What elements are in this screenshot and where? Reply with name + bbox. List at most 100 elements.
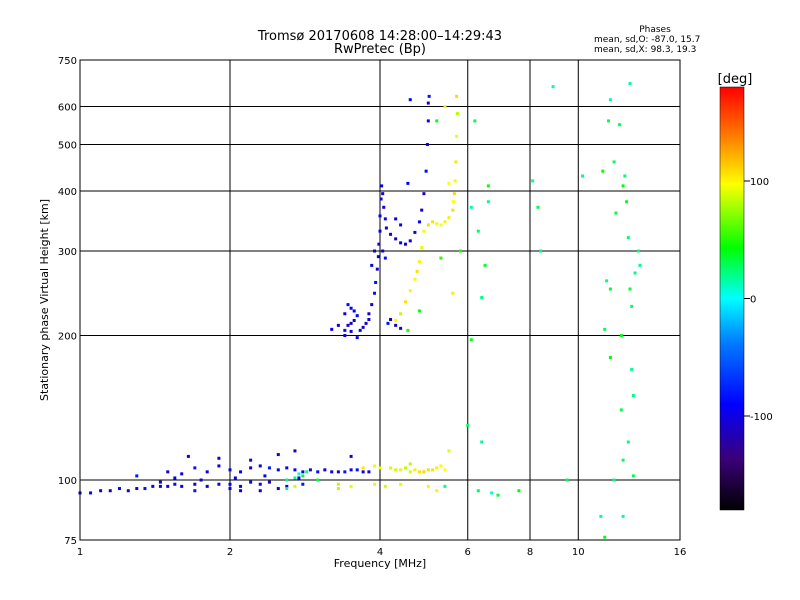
data-point	[480, 296, 484, 300]
data-point	[399, 482, 403, 486]
data-point	[364, 321, 368, 325]
data-point	[370, 303, 374, 307]
data-point	[439, 464, 443, 468]
data-point	[382, 205, 386, 209]
data-point	[439, 256, 443, 260]
data-point	[394, 468, 398, 472]
data-point	[249, 480, 253, 484]
colorbar-ticks: 100 0 -100	[744, 177, 773, 423]
stats-o-mode: mean, sd,O: -87.0, 15.7	[594, 35, 700, 45]
data-point	[373, 291, 377, 295]
y-tick-label: 100	[58, 476, 77, 487]
data-point	[480, 440, 484, 444]
y-axis-ticks: 75 100 200 300 400 500 600 750	[58, 56, 77, 547]
data-point	[297, 472, 301, 476]
colorbar-label: [deg]	[718, 72, 753, 87]
data-point	[375, 267, 379, 271]
data-point	[466, 423, 470, 427]
data-point	[435, 489, 439, 493]
data-point	[239, 489, 243, 493]
data-point	[199, 478, 203, 482]
colorbar-tick-label: 100	[750, 177, 769, 188]
data-point	[349, 484, 353, 488]
data-point	[603, 327, 607, 331]
colorbar-tick-label: -100	[750, 412, 773, 423]
data-point	[399, 223, 403, 227]
data-point	[486, 200, 490, 204]
data-point	[358, 328, 362, 332]
data-point	[443, 484, 447, 488]
data-point	[394, 323, 398, 327]
data-point	[285, 478, 289, 482]
data-point	[301, 474, 305, 478]
data-point	[301, 470, 305, 474]
data-point	[420, 246, 424, 250]
data-point	[476, 489, 480, 493]
data-point	[435, 119, 439, 123]
data-point	[293, 476, 297, 480]
data-point	[343, 334, 347, 338]
data-point	[443, 220, 447, 224]
x-tick-label: 10	[572, 547, 585, 558]
data-point	[486, 184, 490, 188]
data-point	[193, 489, 197, 493]
data-point	[394, 318, 398, 322]
data-point	[367, 470, 371, 474]
data-point	[435, 466, 439, 470]
data-point	[605, 279, 609, 283]
data-point	[374, 280, 378, 284]
data-point	[205, 470, 209, 474]
data-point	[601, 169, 605, 173]
data-point	[581, 174, 585, 178]
data-point	[367, 317, 371, 321]
data-point	[406, 328, 410, 332]
data-point	[426, 119, 430, 123]
data-point	[473, 119, 477, 123]
data-point	[447, 181, 451, 185]
data-point	[108, 489, 112, 493]
data-point	[293, 484, 297, 488]
data-point	[126, 489, 130, 493]
x-tick-label: 1	[77, 547, 83, 558]
data-point	[618, 123, 622, 127]
data-point	[346, 323, 350, 327]
data-point	[431, 468, 435, 472]
data-point	[166, 470, 170, 474]
data-point	[608, 355, 612, 359]
data-point	[443, 468, 447, 472]
data-point	[355, 468, 359, 472]
data-point	[336, 470, 340, 474]
data-point	[455, 134, 459, 138]
data-point	[355, 336, 359, 340]
data-point	[621, 514, 625, 518]
data-point	[316, 478, 320, 482]
data-point	[361, 325, 365, 329]
data-point	[383, 256, 387, 260]
data-point	[425, 143, 429, 147]
data-point	[621, 184, 625, 188]
data-point	[426, 101, 430, 105]
data-point	[378, 214, 382, 218]
data-point	[426, 468, 430, 472]
data-point	[180, 472, 184, 476]
data-point	[626, 440, 630, 444]
data-point	[451, 291, 455, 295]
data-point	[413, 277, 417, 281]
data-point	[166, 484, 170, 488]
data-point	[276, 487, 280, 491]
data-point	[297, 476, 301, 480]
data-point	[413, 468, 417, 472]
data-point	[623, 174, 627, 178]
stats-x-mode: mean, sd,X: 98.3, 19.3	[594, 45, 696, 55]
data-point	[355, 314, 359, 318]
data-point	[217, 464, 221, 468]
data-point	[539, 249, 543, 253]
colorbar-tick-label: 0	[750, 295, 756, 306]
data-point	[361, 470, 365, 474]
y-tick-label: 300	[58, 247, 77, 258]
data-point	[276, 468, 280, 472]
data-point	[233, 476, 237, 480]
data-point	[361, 466, 365, 470]
data-point	[451, 208, 455, 212]
